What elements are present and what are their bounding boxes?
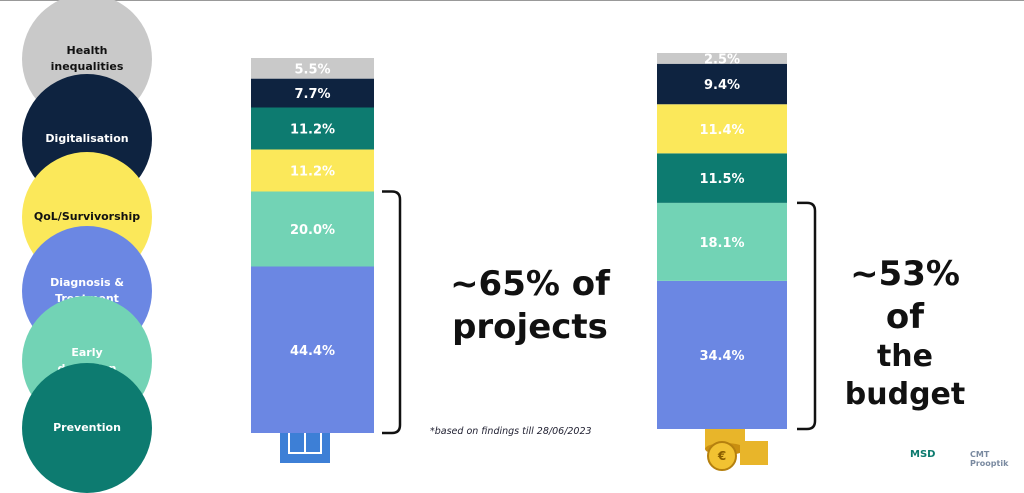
value-label: 11.4% [699, 123, 744, 138]
bar-segment [251, 107, 374, 150]
value-label: 11.2% [290, 165, 335, 180]
bar-segment [657, 104, 787, 154]
bar-segment [251, 266, 374, 433]
bar-segment [657, 202, 787, 281]
svg-text:€: € [717, 449, 726, 463]
logo-cmt: CMT Prooptik [970, 450, 1009, 468]
bar-segment [251, 149, 374, 192]
footnote: *based on findings till 28/06/2023 [430, 426, 592, 437]
annotation: ~53% of the budget [830, 253, 980, 413]
value-label: 11.5% [699, 172, 744, 187]
annotation-line: budget [844, 376, 966, 412]
value-label: 11.2% [290, 123, 335, 138]
bar-segment [251, 78, 374, 108]
legend-circle: Prevention [22, 363, 152, 493]
value-label: 44.4% [290, 344, 335, 359]
value-label: 20.0% [290, 223, 335, 238]
bracket [382, 190, 402, 435]
annotation-line: the [876, 339, 934, 374]
bar-segment [657, 153, 787, 203]
value-label: 2.5% [704, 52, 740, 67]
bar-segment [657, 63, 787, 105]
value-label: 7.7% [294, 87, 330, 102]
bar-segment [657, 280, 787, 429]
charts: € 44.4% 20.0% 11.2% 11.2% 7.7% 5.5% 34.4% 18.1%… [251, 52, 817, 471]
bracket [797, 201, 817, 431]
annotation-line: ~53% of [850, 254, 960, 337]
value-label: 34.4% [699, 349, 744, 364]
annotation-line: ~65% of [450, 264, 610, 304]
value-label: 9.4% [704, 78, 740, 93]
value-label: 5.5% [294, 62, 330, 77]
annotation-line: projects [452, 306, 608, 347]
logo-msd: MSD [910, 449, 936, 460]
value-label: 18.1% [699, 236, 744, 251]
bar-segment [251, 58, 374, 79]
bar-segment [251, 191, 374, 267]
bar-segment [657, 53, 787, 64]
annotation: ~65% of projects [430, 263, 630, 348]
